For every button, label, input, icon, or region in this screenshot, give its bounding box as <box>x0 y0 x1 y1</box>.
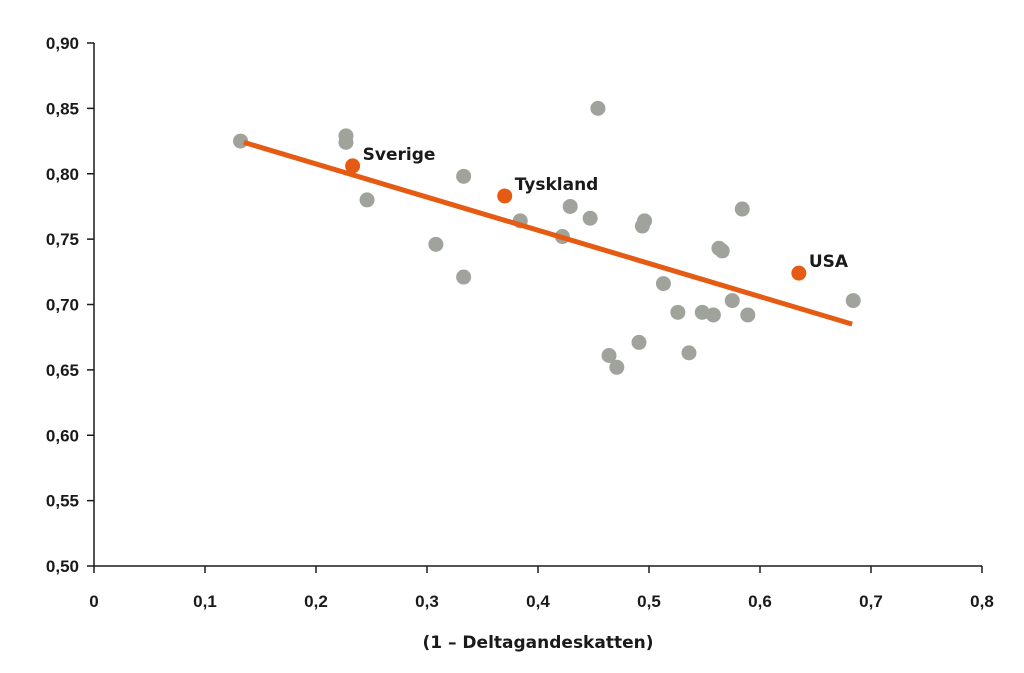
y-tick-label: 0,75 <box>46 230 79 249</box>
data-point <box>456 269 472 285</box>
data-point <box>428 236 444 252</box>
x-tick-label: 0,5 <box>637 592 661 611</box>
data-point <box>670 304 686 320</box>
y-tick-label: 0,85 <box>46 99 79 118</box>
x-tick-label: 0,4 <box>526 592 550 611</box>
data-point <box>590 100 606 116</box>
y-tick-label: 0,60 <box>46 426 79 445</box>
x-axis-title: (1 – Deltagandeskatten) <box>423 633 654 653</box>
data-point <box>601 347 617 363</box>
point-label: Sverige <box>363 145 436 165</box>
y-tick-label: 0,55 <box>46 492 79 511</box>
y-tick-label: 0,90 <box>46 34 79 53</box>
data-point <box>359 192 375 208</box>
x-axis-ticks: 0 0,1 0,2 0,3 0,4 0,5 0,6 0,7 0,8 <box>89 566 994 611</box>
x-tick-label: 0 <box>89 592 98 611</box>
y-tick-label: 0,70 <box>46 296 79 315</box>
data-point <box>456 168 472 184</box>
data-point <box>845 293 861 309</box>
highlighted-points: Sverige Tyskland USA <box>345 145 849 281</box>
x-tick-label: 0,3 <box>415 592 439 611</box>
highlighted-point <box>791 265 807 281</box>
trendline <box>243 139 853 327</box>
data-point <box>714 243 730 259</box>
x-tick-label: 0,7 <box>859 592 883 611</box>
y-tick-label: 0,80 <box>46 165 79 184</box>
point-label: Tyskland <box>515 175 599 195</box>
x-tick-label: 0,1 <box>193 592 217 611</box>
data-point <box>705 307 721 323</box>
data-point <box>740 307 756 323</box>
data-point <box>734 201 750 217</box>
data-point <box>655 276 671 292</box>
x-tick-label: 0,2 <box>304 592 328 611</box>
data-point <box>562 198 578 214</box>
data-point <box>582 210 598 226</box>
y-tick-label: 0,65 <box>46 361 79 380</box>
data-point <box>631 334 647 350</box>
x-tick-label: 0,8 <box>970 592 994 611</box>
data-points <box>233 100 861 375</box>
y-tick-label: 0,50 <box>46 557 79 576</box>
y-axis-ticks: 0,50 0,55 0,60 0,65 0,70 0,75 0,80 0,85 0,90 <box>46 34 94 576</box>
data-point <box>609 359 625 375</box>
x-tick-label: 0,6 <box>748 592 772 611</box>
data-point <box>338 134 354 150</box>
data-point <box>681 345 697 361</box>
highlighted-point <box>345 158 361 174</box>
highlighted-point <box>497 188 513 204</box>
data-point <box>724 293 740 309</box>
point-label: USA <box>809 252 849 272</box>
data-point <box>637 213 653 229</box>
